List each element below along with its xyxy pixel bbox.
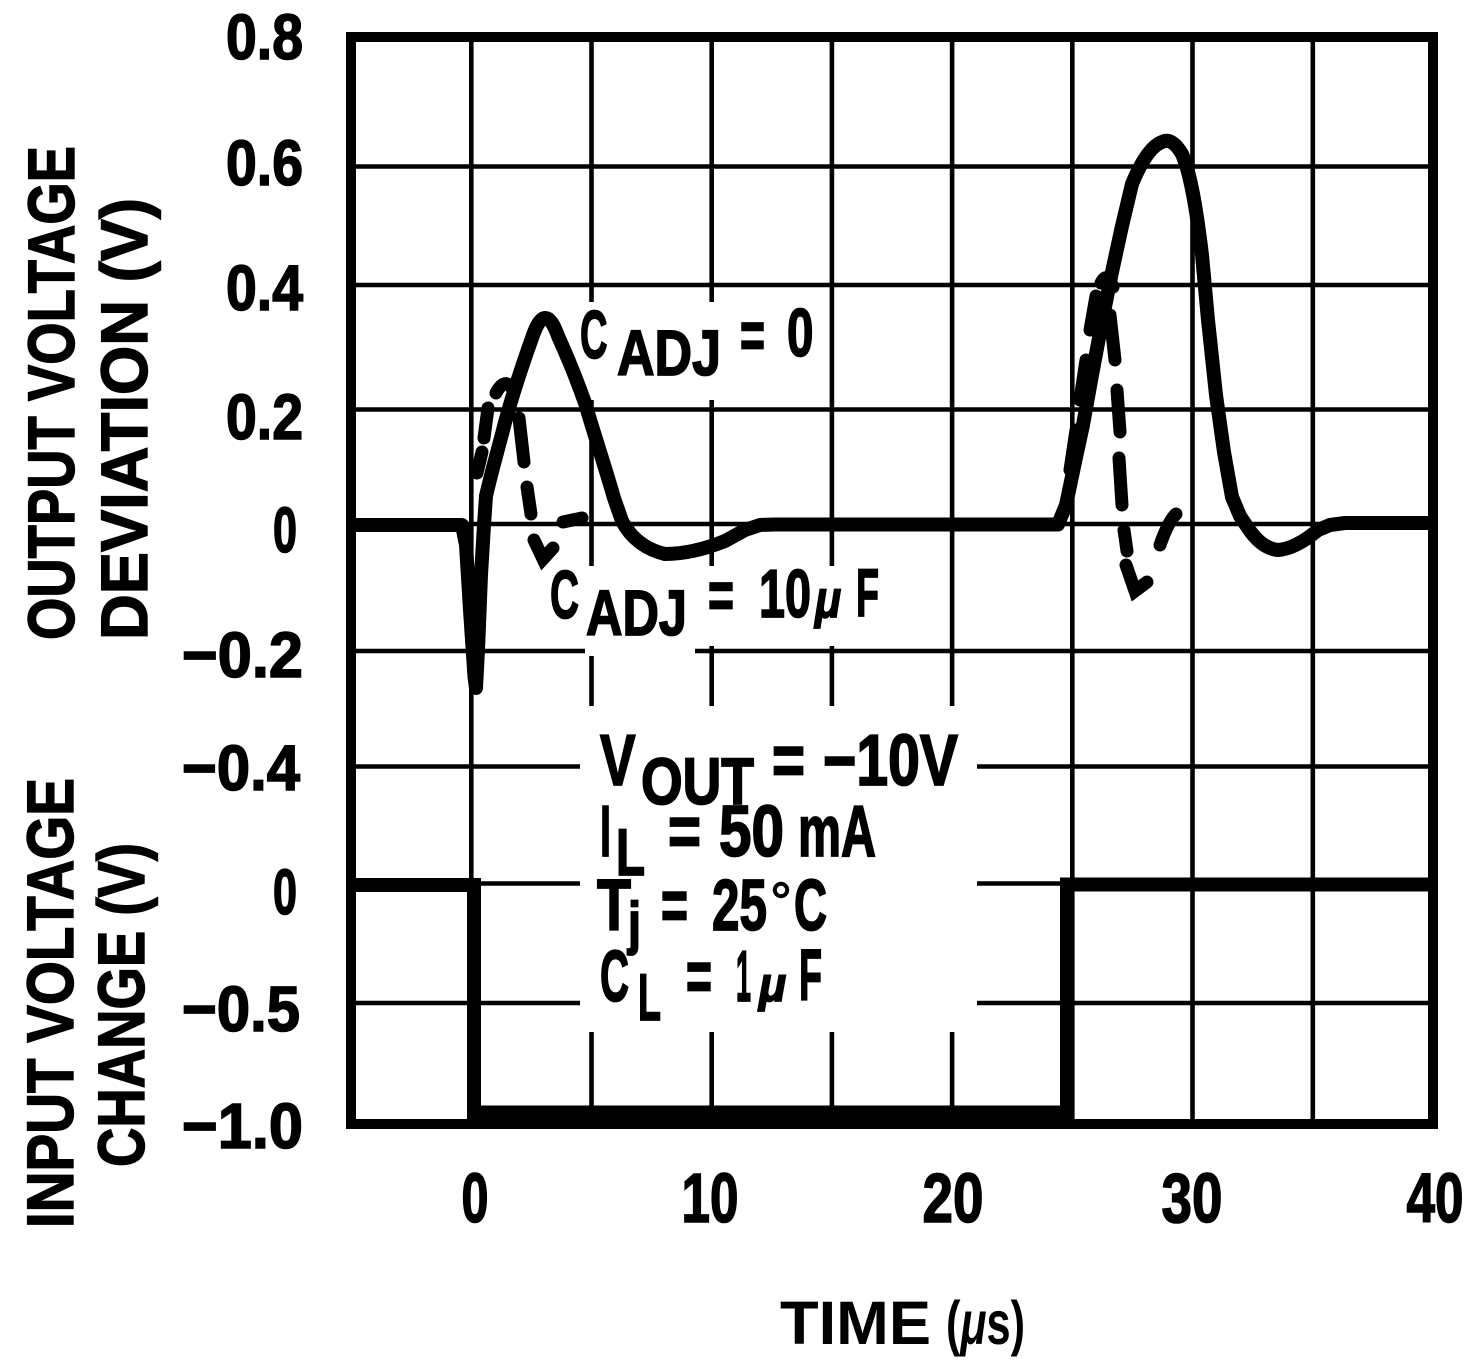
svg-text:μ: μ	[757, 959, 786, 1012]
svg-text:50: 50	[719, 792, 784, 872]
svg-text:j: j	[627, 891, 641, 956]
svg-text:L: L	[616, 815, 645, 889]
svg-text:20: 20	[923, 1159, 984, 1237]
svg-text:V: V	[600, 721, 636, 801]
svg-text:=: =	[772, 721, 805, 801]
svg-text:40: 40	[1407, 1159, 1464, 1237]
svg-text:ADJ: ADJ	[617, 317, 721, 389]
svg-text:C: C	[794, 866, 827, 946]
svg-text:−0.4: −0.4	[182, 732, 300, 804]
svg-text:25: 25	[712, 866, 767, 946]
svg-text:0: 0	[273, 856, 297, 928]
svg-text:−0.2: −0.2	[182, 619, 303, 691]
svg-text:T: T	[597, 866, 631, 946]
svg-text:I: I	[600, 792, 611, 872]
svg-text:−1.0: −1.0	[182, 1090, 303, 1162]
svg-text:C: C	[580, 297, 608, 373]
svg-text:mA: mA	[798, 792, 876, 872]
svg-text:−0.5: −0.5	[182, 973, 300, 1045]
svg-text:C: C	[550, 557, 579, 633]
svg-text:0: 0	[462, 1159, 489, 1237]
svg-text:0: 0	[273, 494, 297, 566]
svg-text:0.6: 0.6	[226, 127, 303, 199]
svg-text:C: C	[600, 937, 629, 1017]
svg-text:ADJ: ADJ	[586, 577, 687, 649]
svg-text:10: 10	[682, 1159, 739, 1237]
svg-text:0: 0	[787, 295, 814, 371]
svg-text:=: =	[708, 557, 734, 633]
svg-text:1: 1	[736, 937, 751, 1017]
svg-text:10: 10	[759, 556, 811, 632]
svg-text:OUTPUT VOLTAGE: OUTPUT VOLTAGE	[14, 146, 88, 640]
svg-text:=: =	[668, 792, 701, 872]
svg-text:INPUT VOLTAGE: INPUT VOLTAGE	[13, 778, 87, 1228]
svg-text:TIME: TIME	[780, 1289, 931, 1357]
svg-text:(μs): (μs)	[946, 1289, 1025, 1357]
svg-text:L: L	[638, 960, 661, 1034]
svg-text:CHANGE (V): CHANGE (V)	[84, 843, 158, 1167]
svg-text:−10V: −10V	[823, 721, 958, 801]
svg-text:=: =	[740, 297, 765, 373]
svg-text:=: =	[661, 866, 688, 946]
svg-text:OUT: OUT	[641, 744, 754, 818]
svg-text:F: F	[799, 936, 822, 1016]
svg-text:30: 30	[1162, 1159, 1223, 1237]
svg-text:0.4: 0.4	[226, 252, 303, 324]
svg-text:=: =	[686, 937, 712, 1017]
svg-text:μ: μ	[813, 571, 841, 629]
svg-text:DEVIATION (V): DEVIATION (V)	[87, 198, 161, 640]
svg-text:F: F	[856, 555, 879, 631]
svg-text:0.2: 0.2	[226, 381, 303, 453]
svg-text:0.8: 0.8	[226, 1, 303, 73]
